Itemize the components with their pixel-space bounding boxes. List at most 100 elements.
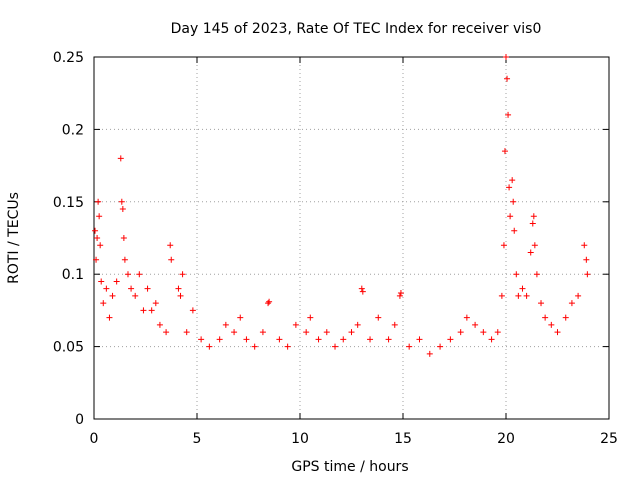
data-point (385, 336, 392, 343)
data-point (148, 307, 155, 314)
data-point (568, 300, 575, 307)
data-point (175, 285, 182, 292)
data-point (152, 300, 159, 307)
data-point (303, 329, 310, 336)
data-point (531, 242, 538, 249)
data-point (332, 343, 339, 350)
data-point (292, 321, 299, 328)
y-axis-label: ROTI / TECUs (6, 192, 22, 284)
data-point (118, 198, 125, 205)
data-point (437, 343, 444, 350)
data-point (259, 329, 266, 336)
data-point (515, 292, 522, 299)
data-point (103, 285, 110, 292)
data-point (533, 271, 540, 278)
data-point (348, 329, 355, 336)
data-point (457, 329, 464, 336)
data-point (307, 314, 314, 321)
y-tick-label: 0.2 (62, 122, 84, 138)
data-point (106, 314, 113, 321)
data-point (94, 235, 101, 241)
data-point (206, 343, 213, 350)
data-point (463, 314, 470, 321)
plot-frame (93, 56, 610, 420)
x-tick-label: 15 (394, 431, 412, 447)
x-tick-label: 20 (497, 431, 515, 447)
data-point (506, 184, 513, 191)
data-point (124, 271, 131, 278)
data-point (100, 300, 107, 307)
data-point (527, 249, 534, 256)
grid-lines (94, 57, 609, 419)
data-point (315, 336, 322, 343)
data-point (511, 227, 518, 234)
data-point (548, 321, 555, 328)
data-point (501, 148, 508, 155)
data-point (119, 206, 126, 213)
data-point (359, 288, 366, 295)
data-point (509, 177, 516, 184)
data-point (121, 256, 128, 263)
data-point (480, 329, 487, 336)
data-point (510, 198, 517, 205)
x-tick-label: 10 (291, 431, 309, 447)
data-point (529, 220, 536, 227)
data-point (243, 336, 250, 343)
data-point (505, 111, 512, 118)
data-point (189, 307, 196, 314)
data-point (216, 336, 223, 343)
data-point (93, 256, 100, 263)
data-point (500, 242, 507, 249)
data-point (276, 336, 283, 343)
data-point (498, 292, 505, 299)
data-point (523, 292, 530, 299)
data-point (284, 343, 291, 350)
chart-title: Day 145 of 2023, Rate Of TEC Index for r… (171, 21, 542, 37)
data-point (503, 54, 509, 60)
y-tick-label: 0.05 (53, 340, 84, 356)
data-point (92, 227, 99, 234)
x-axis-label: GPS time / hours (291, 459, 408, 475)
y-tick-label: 0 (75, 412, 84, 428)
data-point (167, 242, 174, 249)
data-point (367, 336, 374, 343)
data-point (117, 155, 124, 162)
data-point (554, 329, 561, 336)
data-point (397, 290, 404, 297)
data-point (97, 242, 104, 249)
data-point (96, 213, 103, 220)
data-point (323, 329, 330, 336)
data-point (507, 213, 514, 220)
data-point (340, 336, 347, 343)
data-point (562, 314, 569, 321)
x-tick-label: 0 (90, 431, 99, 447)
data-point (406, 343, 413, 350)
data-point (265, 300, 272, 307)
y-tick-label: 0.15 (53, 195, 84, 211)
data-point (95, 198, 102, 205)
data-point (358, 285, 365, 292)
data-point (128, 285, 135, 292)
data-point (488, 336, 495, 343)
data-point (575, 292, 582, 299)
data-point (519, 285, 526, 292)
data-point (472, 321, 479, 328)
data-point (583, 256, 590, 263)
data-point (120, 235, 127, 241)
data-point (231, 329, 238, 336)
axis-ticks: 0 5 10 15 20 25 0 0.05 0.1 0.15 0.2 0.25 (53, 50, 618, 447)
data-point (266, 298, 273, 305)
data-point (447, 336, 454, 343)
data-point (237, 314, 244, 321)
data-point (179, 271, 186, 278)
data-point (375, 314, 382, 321)
data-point (396, 292, 403, 299)
y-tick-label: 0.1 (62, 267, 84, 283)
data-point (426, 350, 433, 357)
data-point (416, 336, 423, 343)
x-tick-label: 5 (193, 431, 202, 447)
data-point (530, 213, 537, 220)
data-point (542, 314, 549, 321)
data-markers (92, 54, 591, 357)
